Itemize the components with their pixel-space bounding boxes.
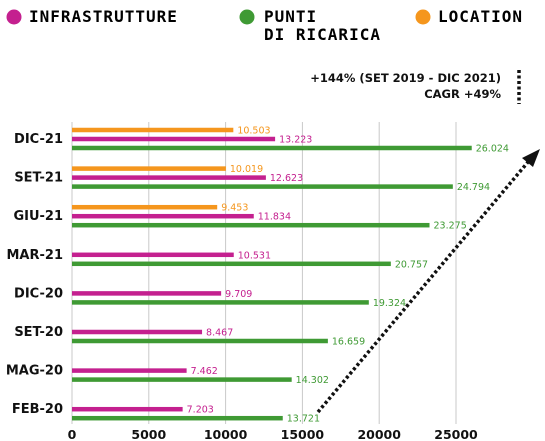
bar-infrastrutture [72, 406, 183, 412]
bar-infrastrutture [72, 175, 266, 180]
data-label: 9.709 [225, 289, 252, 300]
bar-punti-di-ricarica [72, 222, 430, 228]
data-label: 8.467 [206, 328, 233, 339]
legend-label-location: LOCATION [438, 7, 523, 26]
bar-infrastrutture [72, 368, 187, 373]
data-label: 9.453 [221, 203, 248, 214]
x-tick-labels: 0 5000 10000 15000 20000 25000 [68, 427, 478, 441]
data-label: 20.757 [395, 259, 428, 270]
legend-marker-infrastrutture [6, 9, 22, 25]
data-label: 11.834 [258, 212, 291, 223]
category-label: DIC-20 [14, 286, 63, 301]
data-label: 10.503 [237, 126, 270, 137]
data-label: 23.275 [434, 221, 467, 232]
category-labels: DIC-21 SET-21 GIU-21 MAR-21 DIC-20 SET-20 MAG-… [6, 132, 63, 417]
bar-infrastrutture [72, 136, 276, 142]
bar-punti-di-ricarica [72, 338, 328, 344]
data-label: 10.531 [238, 250, 271, 261]
data-label: 16.659 [332, 337, 365, 348]
growth-annotation: +144% (SET 2019 - DIC 2021) CAGR +49% [310, 70, 521, 104]
legend-label-punti-line1: PUNTI [264, 7, 317, 26]
legend-label-punti-line2: DI RICARICA [264, 25, 381, 44]
x-tick-label: 10000 [204, 427, 248, 441]
data-label: 13.721 [287, 414, 320, 425]
category-label: MAR-21 [7, 248, 64, 263]
bar-punti-di-ricarica [72, 300, 369, 305]
data-label: 19.324 [373, 298, 406, 309]
bar-infrastrutture [72, 291, 222, 296]
bar-infrastrutture [72, 329, 203, 335]
data-label: 14.302 [296, 375, 329, 386]
data-label: 10.019 [230, 164, 263, 175]
x-tick-label: 25000 [434, 427, 478, 441]
x-tick-label: 20000 [357, 427, 401, 441]
category-label: FEB-20 [12, 402, 63, 417]
data-label: 13.223 [279, 135, 312, 146]
data-label: 12.623 [270, 173, 303, 184]
category-label: SET-20 [14, 325, 63, 340]
annotation-line-1: +144% (SET 2019 - DIC 2021) [310, 71, 501, 85]
legend-marker-punti [239, 9, 255, 25]
legend-label-infrastrutture: INFRASTRUTTURE [29, 7, 178, 26]
annotation-line-2: CAGR +49% [424, 87, 501, 101]
growth-arrow [316, 149, 540, 414]
growth-arrow-head [522, 149, 540, 167]
legend: INFRASTRUTTURE PUNTI DI RICARICA LOCATIO… [6, 7, 523, 44]
bar-infrastrutture [72, 213, 254, 219]
bars-layer: 10.503 13.223 26.024 10.019 12.623 24.794 9.45… [72, 126, 509, 425]
grid-layer [71, 122, 457, 424]
bar-location [72, 166, 226, 171]
x-tick-label: 5000 [131, 427, 166, 441]
data-label: 7.203 [187, 405, 214, 416]
data-label: 24.794 [457, 182, 490, 193]
category-label: DIC-21 [14, 132, 63, 147]
bar-punti-di-ricarica [72, 145, 472, 151]
category-label: GIU-21 [13, 209, 63, 224]
x-tick-label: 0 [68, 427, 77, 441]
bar-infrastrutture [72, 252, 234, 258]
bar-location [72, 204, 218, 210]
bar-location [72, 127, 234, 133]
category-label: SET-21 [14, 171, 63, 186]
category-label: MAG-20 [6, 364, 63, 379]
growth-arrow-line [316, 160, 530, 414]
legend-marker-location [415, 9, 431, 25]
x-tick-label: 15000 [281, 427, 325, 441]
bar-punti-di-ricarica [72, 415, 283, 421]
bar-punti-di-ricarica [72, 184, 453, 189]
bar-punti-di-ricarica [72, 377, 292, 382]
data-label: 7.462 [191, 366, 218, 377]
data-label: 26.024 [476, 144, 509, 155]
bar-punti-di-ricarica [72, 261, 391, 267]
